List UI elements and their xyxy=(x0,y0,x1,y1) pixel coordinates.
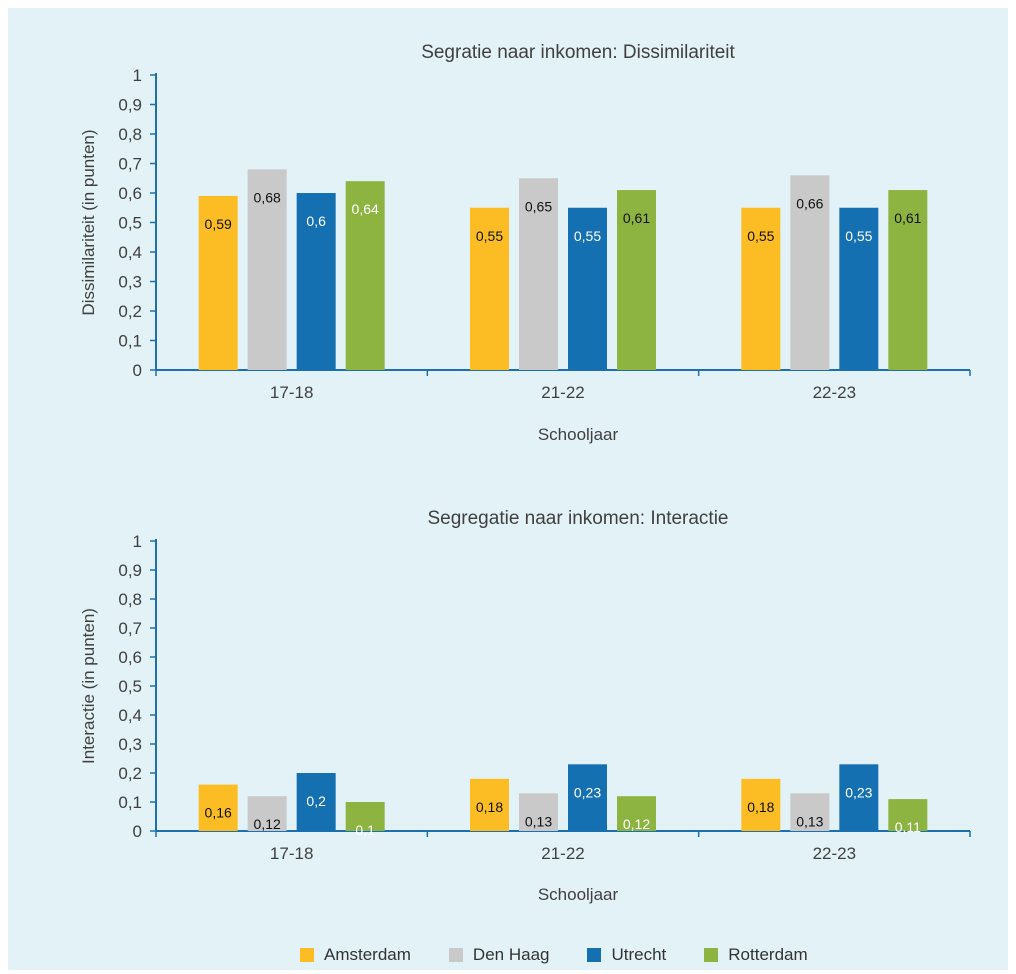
y-tick-label: 0,3 xyxy=(118,735,142,754)
legend-label-amsterdam: Amsterdam xyxy=(324,945,411,964)
y-tick-label: 0,9 xyxy=(118,96,142,115)
bar-den-haag xyxy=(519,793,558,831)
bar-utrecht xyxy=(568,207,607,370)
y-axis-label: Interactie (in punten) xyxy=(79,608,98,764)
legend-swatch-den-haag xyxy=(448,948,463,962)
chart-2: Segregatie naar inkomen: Interactie 0 0,1 0… xyxy=(79,508,971,904)
data-label: 0,23 xyxy=(574,784,601,800)
bar-den-haag xyxy=(247,169,287,370)
bar-amsterdam xyxy=(198,784,238,831)
data-label: 0,55 xyxy=(476,228,503,244)
chart-1: Segratie naar inkomen: Dissimilariteit 0 0… xyxy=(79,42,971,444)
data-label: 0,55 xyxy=(747,228,774,244)
data-label: 0,16 xyxy=(205,805,232,821)
y-tick-label: 0,6 xyxy=(118,648,142,667)
data-label: 0,13 xyxy=(796,813,823,829)
y-tick-label: 0,1 xyxy=(118,793,142,812)
y-tick-label: 0,2 xyxy=(118,302,142,321)
y-tick-label: 1 xyxy=(133,66,142,85)
data-label: 0,61 xyxy=(623,210,650,226)
data-label: 0,12 xyxy=(623,816,650,832)
y-tick-label: 0,6 xyxy=(118,184,142,203)
bar-amsterdam xyxy=(470,207,509,370)
bar-den-haag xyxy=(247,796,287,831)
data-label: 0,55 xyxy=(845,228,872,244)
legend-item-utrecht: Utrecht xyxy=(587,945,666,965)
bar-amsterdam xyxy=(198,195,238,370)
x-tick-label: 17-18 xyxy=(270,383,313,402)
legend-item-rotterdam: Rotterdam xyxy=(704,945,808,965)
bar-utrecht xyxy=(568,764,607,831)
bar-rotterdam xyxy=(617,190,656,370)
chart-title: Segregatie naar inkomen: Interactie xyxy=(427,508,728,529)
data-label: 0,13 xyxy=(525,813,552,829)
bar-utrecht xyxy=(296,193,336,370)
y-tick-label: 0,8 xyxy=(118,125,142,144)
x-tick-label: 21-22 xyxy=(541,383,584,402)
data-label: 0,59 xyxy=(205,216,232,232)
x-tick-label: 22-23 xyxy=(813,844,856,863)
y-axis-label: Dissimilariteit (in punten) xyxy=(79,129,98,315)
data-label: 0,61 xyxy=(894,210,921,226)
bar-amsterdam xyxy=(741,778,781,831)
bar-utrecht xyxy=(839,207,879,370)
bar-rotterdam xyxy=(617,796,656,831)
y-tick-label: 0,8 xyxy=(118,590,142,609)
data-label: 0,2 xyxy=(306,793,326,809)
y-tick-label: 0,7 xyxy=(118,155,142,174)
y-tick-label: 0,7 xyxy=(118,619,142,638)
legend: Amsterdam Den Haag Utrecht Rotterdam xyxy=(300,942,846,968)
bar-amsterdam xyxy=(470,778,509,831)
bar-utrecht xyxy=(839,764,879,831)
y-tick-label: 1 xyxy=(133,532,142,551)
data-label: 0,65 xyxy=(525,198,552,214)
y-tick-label: 0,2 xyxy=(118,764,142,783)
legend-item-amsterdam: Amsterdam xyxy=(300,945,411,965)
legend-swatch-amsterdam xyxy=(300,948,314,962)
y-tick-label: 0,9 xyxy=(118,561,142,580)
legend-swatch-utrecht xyxy=(587,948,602,962)
y-tick-label: 0,5 xyxy=(118,677,142,696)
legend-label-den-haag: Den Haag xyxy=(472,945,550,964)
y-tick-label: 0,1 xyxy=(118,332,142,351)
bar-utrecht xyxy=(296,773,336,831)
legend-swatch-rotterdam xyxy=(704,948,719,962)
data-label: 0,23 xyxy=(845,784,872,800)
bar-rotterdam xyxy=(345,181,385,370)
data-label: 0,18 xyxy=(476,799,503,815)
legend-label-utrecht: Utrecht xyxy=(611,945,667,964)
legend-label-rotterdam: Rotterdam xyxy=(728,945,808,964)
x-tick-label: 17-18 xyxy=(270,844,313,863)
data-label: 0,66 xyxy=(796,195,823,211)
y-tick-label: 0,4 xyxy=(118,243,142,262)
x-tick-label: 21-22 xyxy=(541,844,584,863)
y-tick-label: 0 xyxy=(133,822,142,841)
x-axis-label: Schooljaar xyxy=(538,425,619,444)
bar-rotterdam xyxy=(345,802,385,831)
x-tick-label: 22-23 xyxy=(813,383,856,402)
bar-den-haag xyxy=(519,178,558,370)
bar-den-haag xyxy=(790,175,830,370)
data-label: 0,64 xyxy=(352,201,379,217)
data-label: 0,68 xyxy=(254,189,281,205)
data-label: 0,18 xyxy=(747,799,774,815)
legend-item-den-haag: Den Haag xyxy=(448,945,550,965)
bar-rotterdam xyxy=(888,190,928,370)
y-tick-label: 0 xyxy=(133,361,142,380)
y-tick-label: 0,4 xyxy=(118,706,142,725)
data-label: 0,12 xyxy=(254,816,281,832)
bar-den-haag xyxy=(790,793,830,831)
bar-rotterdam xyxy=(888,799,928,831)
data-label: 0,55 xyxy=(574,228,601,244)
chart-title: Segratie naar inkomen: Dissimilariteit xyxy=(421,42,735,63)
bar-amsterdam xyxy=(741,207,781,370)
data-label: 0,11 xyxy=(895,819,921,835)
x-axis-label: Schooljaar xyxy=(538,885,619,904)
data-label: 0,1 xyxy=(355,822,375,838)
data-label: 0,6 xyxy=(306,213,326,229)
y-tick-label: 0,5 xyxy=(118,214,142,233)
y-tick-label: 0,3 xyxy=(118,273,142,292)
